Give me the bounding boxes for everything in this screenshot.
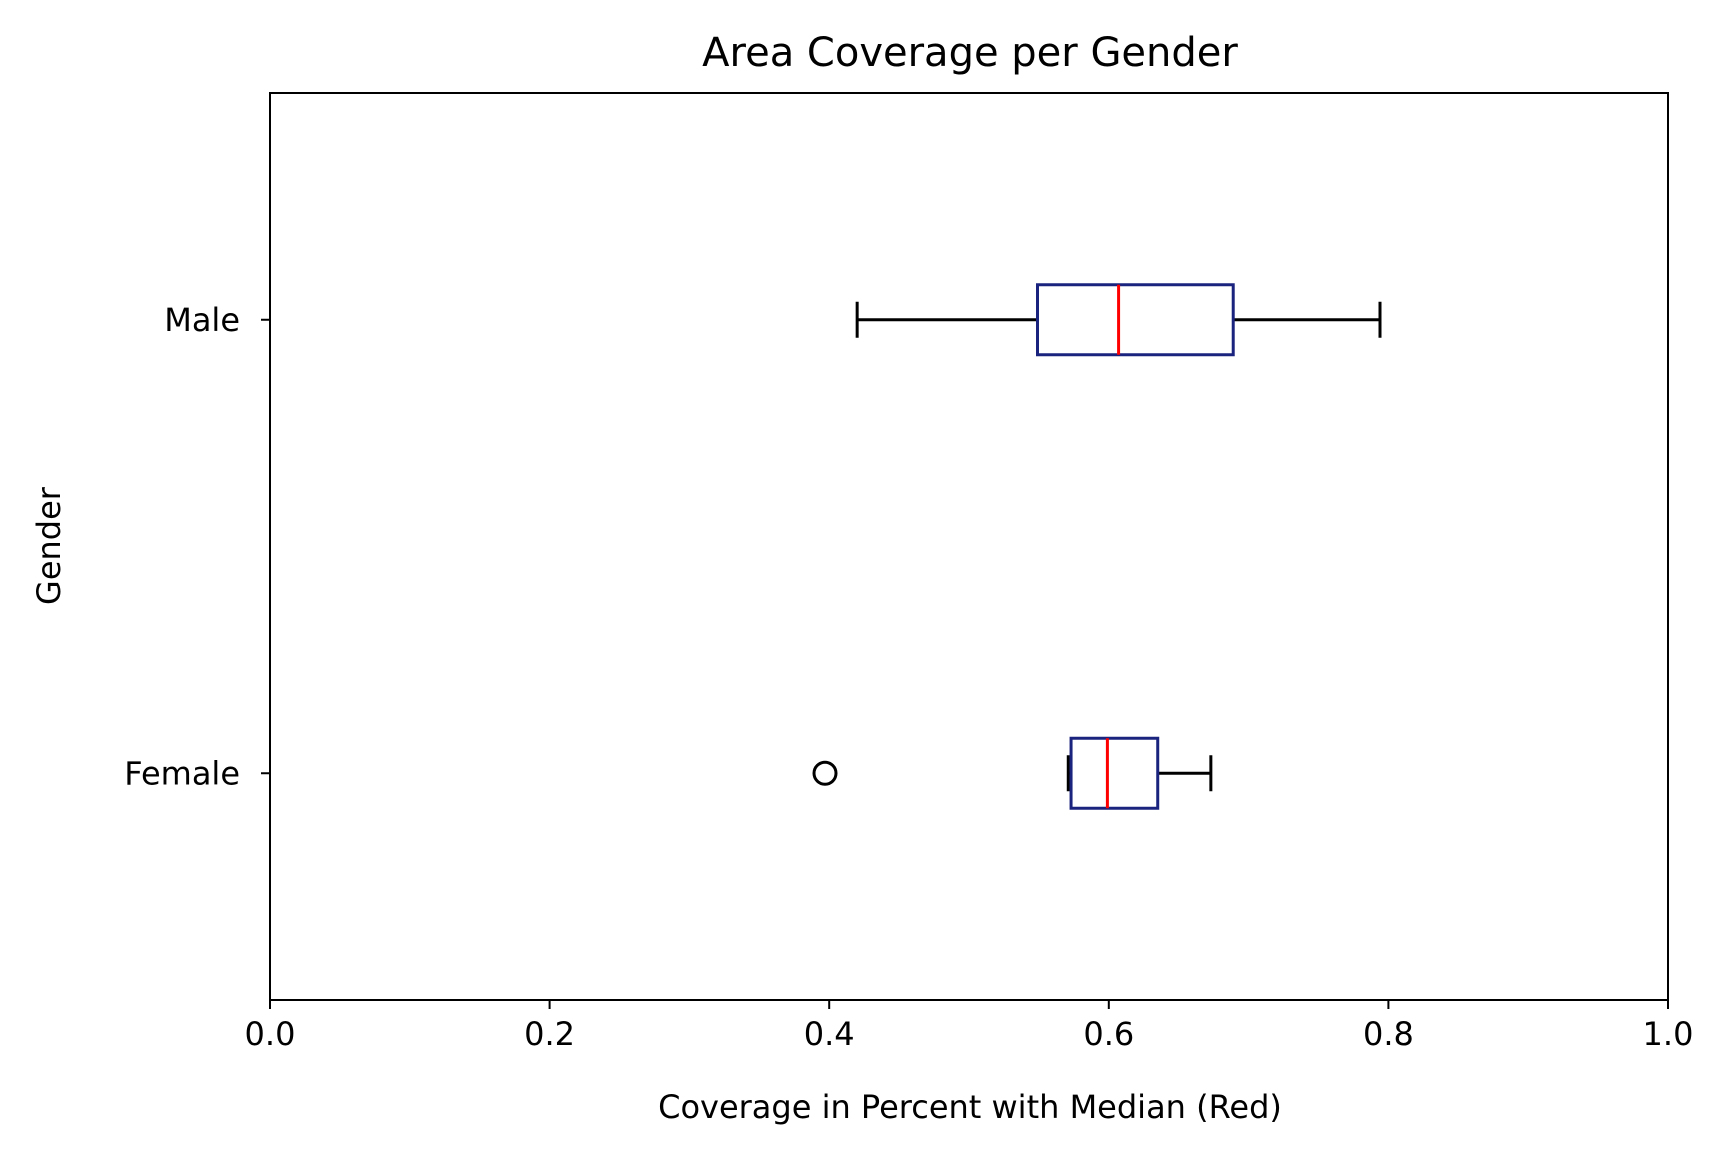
x-tick-label: 0.0: [245, 1015, 296, 1053]
box-iqr: [1069, 736, 1160, 810]
box-series: [812, 283, 1382, 810]
x-axis: 0.0 0.2 0.4 0.6 0.8 1.0: [245, 1000, 1694, 1053]
outlier-point: [812, 760, 838, 786]
box-iqr: [1036, 283, 1235, 357]
chart-title: Area Coverage per Gender: [702, 30, 1238, 76]
y-tick-label-male: Male: [164, 301, 240, 339]
x-tick-label: 1.0: [1643, 1015, 1694, 1053]
x-tick-label: 0.4: [804, 1015, 855, 1053]
y-axis-label: Gender: [30, 486, 68, 605]
x-tick-label: 0.2: [524, 1015, 575, 1053]
box-male: [855, 283, 1382, 357]
y-axis: Male Female: [124, 301, 270, 792]
x-tick-label: 0.6: [1083, 1015, 1134, 1053]
y-tick-label-female: Female: [124, 754, 240, 792]
x-tick-label: 0.8: [1363, 1015, 1414, 1053]
box-female: [812, 736, 1213, 810]
plot-area: [269, 92, 1669, 1001]
x-axis-label: Coverage in Percent with Median (Red): [658, 1088, 1282, 1126]
